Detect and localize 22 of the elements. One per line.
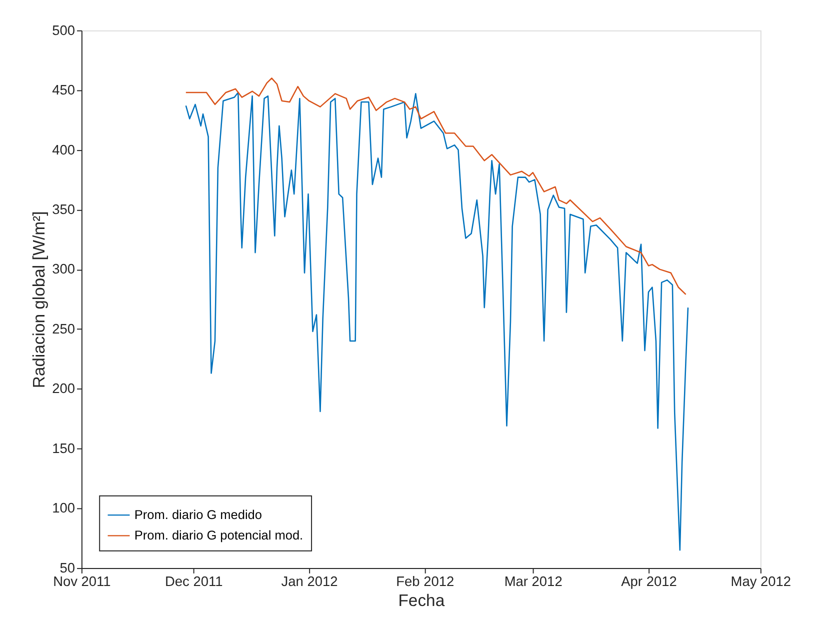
x-tick-label: Feb 2012: [396, 574, 454, 590]
y-tick-label: 450: [52, 82, 76, 98]
y-tick-label: 350: [52, 202, 76, 217]
x-tick-label: May 2012: [730, 574, 792, 590]
x-tick-label: Jan 2012: [281, 574, 338, 590]
y-tick-label: 500: [52, 22, 76, 38]
y-tick-label: 100: [52, 500, 76, 516]
x-axis-title: Fecha: [398, 590, 446, 610]
y-tick-label: 300: [52, 262, 76, 277]
y-tick-label: 150: [52, 440, 76, 456]
y-tick-label: 200: [52, 381, 76, 396]
line-series: [185, 78, 686, 296]
legend-label: Prom. diario G medido: [134, 506, 262, 522]
y-tick-label: 250: [52, 321, 76, 336]
y-tick-label: 400: [52, 142, 76, 158]
x-tick-label: Nov 2011: [53, 574, 111, 590]
y-tick-label: 50: [60, 560, 76, 576]
y-axis-title: Radiacion global [W/m²]: [29, 211, 48, 388]
x-tick-label: Dec 2011: [164, 574, 223, 590]
legend-label: Prom. diario G potencial mod.: [134, 528, 304, 543]
x-tick-label: Mar 2012: [504, 574, 562, 590]
x-tick-label: Apr 2012: [621, 574, 677, 590]
